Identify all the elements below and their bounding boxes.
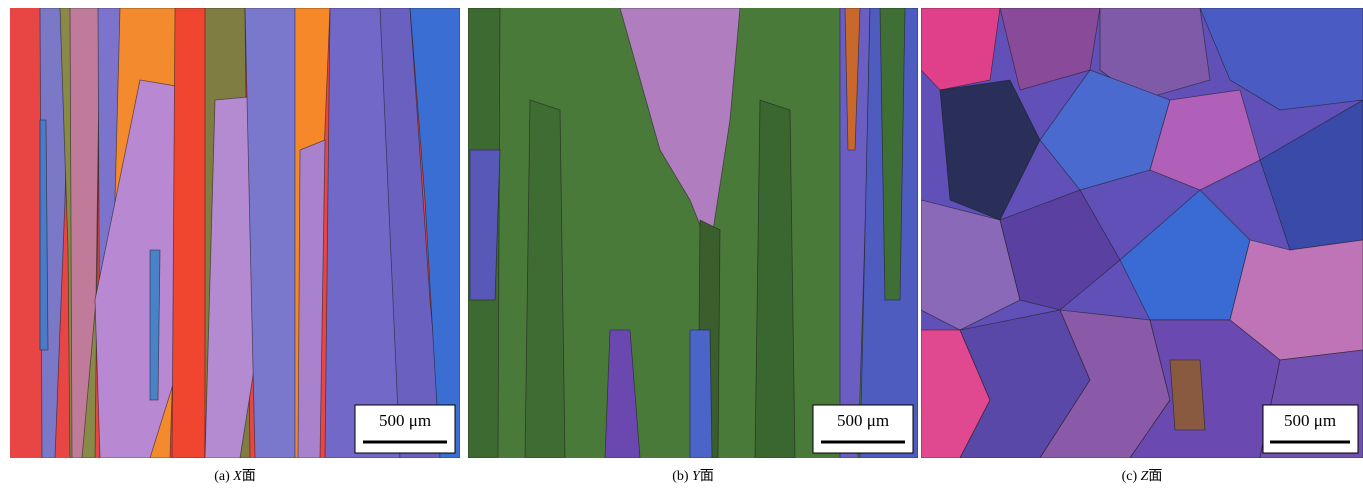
caption-suffix: 面 [700, 469, 714, 484]
scale-bar-label: 500 μm [837, 411, 889, 430]
ebsd-map-y [468, 8, 918, 458]
scale-bar: 500 μm [355, 405, 455, 453]
scale-bar: 500 μm [1263, 405, 1358, 453]
caption-suffix: 面 [1148, 469, 1162, 484]
caption-label: (c) [1122, 469, 1138, 484]
figure: 500 μm 500 μm [0, 0, 1363, 488]
caption-plane: X [232, 469, 242, 484]
scale-bar-label: 500 μm [1284, 411, 1336, 430]
scale-bar: 500 μm [813, 405, 913, 453]
caption: (a) X面 [214, 469, 256, 484]
ebsd-map-z [921, 8, 1363, 458]
caption-label: (a) [214, 469, 230, 484]
ebsd-map-x [10, 8, 460, 458]
caption: (b) Y面 [672, 469, 714, 484]
caption-suffix: 面 [242, 469, 256, 484]
scale-bar-label: 500 μm [379, 411, 431, 430]
caption: (c) Z面 [1122, 469, 1163, 484]
caption-label: (b) [672, 469, 689, 484]
caption-plane: Z [1141, 469, 1149, 484]
